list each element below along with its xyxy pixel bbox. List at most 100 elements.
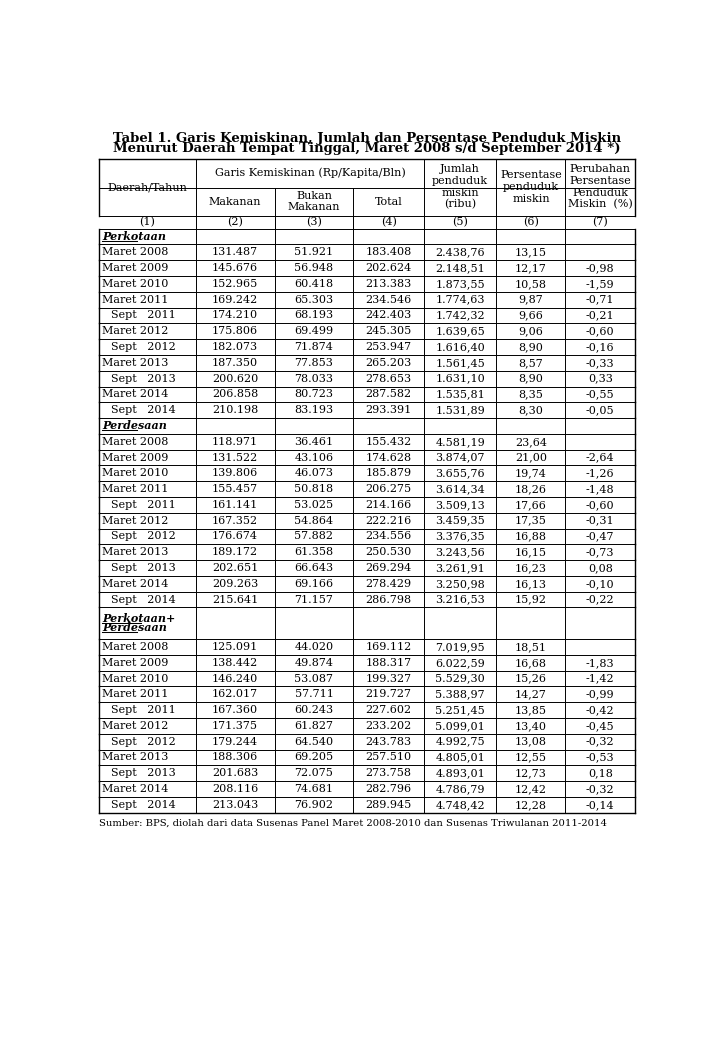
Text: 44.020: 44.020 — [294, 642, 334, 652]
Text: Maret 2013: Maret 2013 — [102, 752, 168, 763]
Text: 43.106: 43.106 — [294, 452, 334, 463]
Text: 0,18: 0,18 — [588, 768, 613, 778]
Text: (6): (6) — [523, 217, 539, 227]
Text: -0,32: -0,32 — [586, 784, 614, 794]
Text: 7.019,95: 7.019,95 — [435, 642, 485, 652]
Text: (4): (4) — [381, 217, 397, 227]
Text: (5): (5) — [453, 217, 468, 227]
Text: 155.432: 155.432 — [366, 437, 412, 447]
Text: 56.948: 56.948 — [294, 263, 334, 274]
Text: 15,26: 15,26 — [515, 673, 547, 684]
Text: 182.073: 182.073 — [212, 342, 258, 352]
Text: Maret 2010: Maret 2010 — [102, 279, 168, 289]
Text: 15,92: 15,92 — [515, 594, 547, 605]
Text: Makanan: Makanan — [209, 197, 261, 206]
Text: Sept   2011: Sept 2011 — [111, 310, 176, 321]
Text: 8,90: 8,90 — [518, 373, 543, 384]
Text: 227.602: 227.602 — [366, 705, 412, 715]
Text: 273.758: 273.758 — [366, 768, 412, 778]
Text: Maret 2009: Maret 2009 — [102, 263, 168, 274]
Text: Maret 2008: Maret 2008 — [102, 437, 168, 447]
Text: 9,66: 9,66 — [518, 310, 543, 321]
Text: -0,21: -0,21 — [586, 310, 614, 321]
Text: 71.157: 71.157 — [294, 594, 334, 605]
Text: Daerah/Tahun: Daerah/Tahun — [107, 182, 187, 193]
Text: 36.461: 36.461 — [294, 437, 334, 447]
Text: 49.874: 49.874 — [294, 658, 334, 668]
Text: 8,30: 8,30 — [518, 405, 543, 416]
Text: 1.616,40: 1.616,40 — [435, 342, 485, 352]
Text: 213.383: 213.383 — [366, 279, 412, 289]
Text: 12,73: 12,73 — [515, 768, 547, 778]
Text: Maret 2010: Maret 2010 — [102, 673, 168, 684]
Text: Sept   2012: Sept 2012 — [111, 736, 176, 747]
Text: 206.275: 206.275 — [366, 484, 412, 494]
Text: -0,73: -0,73 — [586, 547, 614, 558]
Text: 23,64: 23,64 — [515, 437, 547, 447]
Text: Maret 2008: Maret 2008 — [102, 642, 168, 652]
Text: 69.499: 69.499 — [294, 326, 334, 337]
Text: Maret 2009: Maret 2009 — [102, 452, 168, 463]
Text: Maret 2009: Maret 2009 — [102, 658, 168, 668]
Text: 265.203: 265.203 — [366, 358, 412, 368]
Text: 80.723: 80.723 — [294, 389, 334, 400]
Text: 64.540: 64.540 — [294, 736, 334, 747]
Text: 4.786,79: 4.786,79 — [435, 784, 485, 794]
Text: 118.971: 118.971 — [212, 437, 258, 447]
Text: Bukan
Makanan: Bukan Makanan — [288, 190, 340, 213]
Text: 4.805,01: 4.805,01 — [435, 752, 485, 763]
Text: 68.193: 68.193 — [294, 310, 334, 321]
Text: 185.879: 185.879 — [366, 468, 412, 479]
Text: 131.522: 131.522 — [212, 452, 258, 463]
Text: 187.350: 187.350 — [212, 358, 258, 368]
Text: 183.408: 183.408 — [366, 247, 412, 258]
Text: 5.388,97: 5.388,97 — [435, 689, 485, 700]
Text: Sept   2014: Sept 2014 — [111, 594, 176, 605]
Text: 282.796: 282.796 — [366, 784, 412, 794]
Text: 4.893,01: 4.893,01 — [435, 768, 485, 778]
Text: Maret 2008: Maret 2008 — [102, 247, 168, 258]
Text: 215.641: 215.641 — [212, 594, 258, 605]
Text: -0,98: -0,98 — [586, 263, 614, 274]
Text: -0,71: -0,71 — [586, 295, 614, 305]
Text: -0,33: -0,33 — [586, 358, 614, 368]
Text: 16,23: 16,23 — [515, 563, 547, 573]
Text: Sept   2011: Sept 2011 — [111, 705, 176, 715]
Text: 5.251,45: 5.251,45 — [435, 705, 485, 715]
Text: -1,26: -1,26 — [586, 468, 614, 479]
Text: 257.510: 257.510 — [366, 752, 412, 763]
Text: 14,27: 14,27 — [515, 689, 547, 700]
Text: Sept   2013: Sept 2013 — [111, 373, 176, 384]
Text: -0,55: -0,55 — [586, 389, 614, 400]
Text: Sumber: BPS, diolah dari data Susenas Panel Maret 2008-2010 dan Susenas Triwulan: Sumber: BPS, diolah dari data Susenas Pa… — [99, 818, 606, 827]
Text: -0,53: -0,53 — [586, 752, 614, 763]
Text: Total: Total — [374, 197, 402, 206]
Text: 3.243,56: 3.243,56 — [435, 547, 485, 558]
Text: Sept   2013: Sept 2013 — [111, 768, 176, 778]
Text: 13,08: 13,08 — [515, 736, 547, 747]
Text: -0,31: -0,31 — [586, 515, 614, 526]
Text: 131.487: 131.487 — [212, 247, 258, 258]
Text: 219.727: 219.727 — [366, 689, 412, 700]
Text: 200.620: 200.620 — [212, 373, 258, 384]
Text: Maret 2013: Maret 2013 — [102, 358, 168, 368]
Text: 3.459,35: 3.459,35 — [435, 515, 485, 526]
Text: 8,35: 8,35 — [518, 389, 543, 400]
Text: 138.442: 138.442 — [212, 658, 258, 668]
Text: 19,74: 19,74 — [515, 468, 547, 479]
Text: 201.683: 201.683 — [212, 768, 258, 778]
Text: 60.418: 60.418 — [294, 279, 334, 289]
Text: -1,59: -1,59 — [586, 279, 614, 289]
Text: 53.025: 53.025 — [294, 500, 334, 510]
Text: 65.303: 65.303 — [294, 295, 334, 305]
Text: 188.317: 188.317 — [366, 658, 412, 668]
Text: Perdesaan: Perdesaan — [102, 421, 167, 431]
Text: 3.261,91: 3.261,91 — [435, 563, 485, 573]
Text: 16,13: 16,13 — [515, 579, 547, 589]
Text: 57.882: 57.882 — [294, 531, 334, 542]
Text: 162.017: 162.017 — [212, 689, 258, 700]
Text: 78.033: 78.033 — [294, 373, 334, 384]
Text: 202.651: 202.651 — [212, 563, 258, 573]
Text: 209.263: 209.263 — [212, 579, 258, 589]
Text: Perubahan
Persentase
Penduduk
Miskin  (%): Perubahan Persentase Penduduk Miskin (%) — [568, 164, 633, 209]
